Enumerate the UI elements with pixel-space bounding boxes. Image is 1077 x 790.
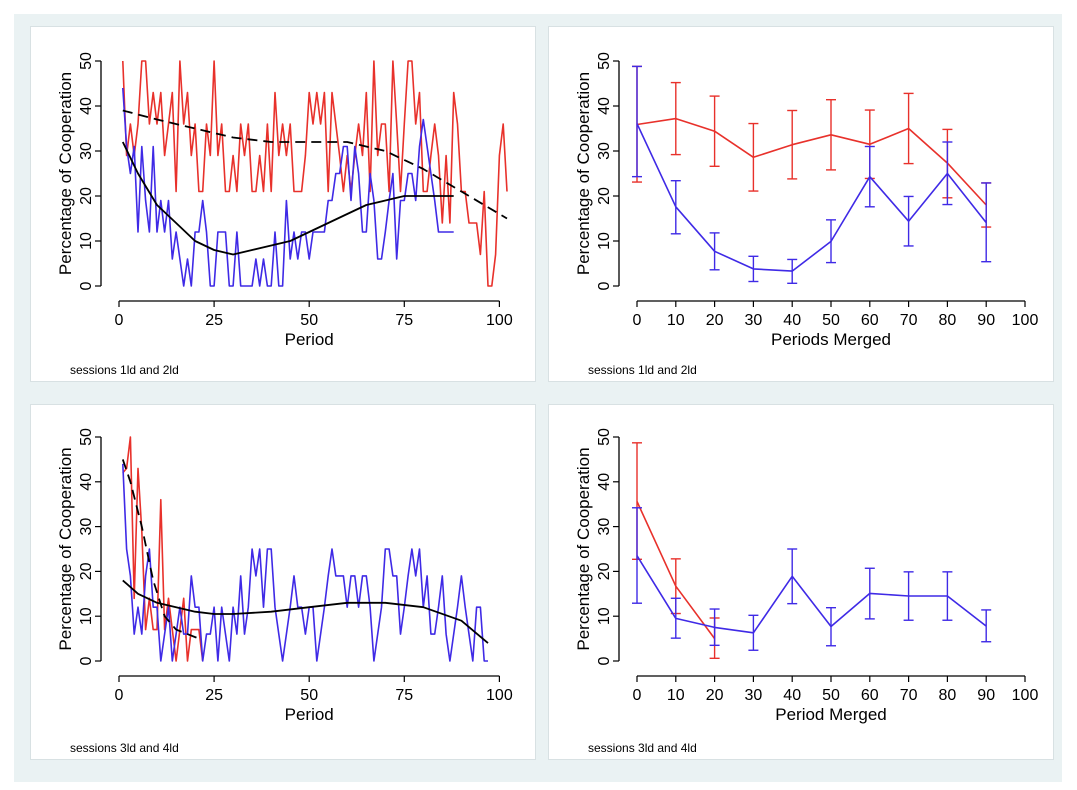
x-tick-label: 60 <box>861 312 879 329</box>
x-tick-label: 60 <box>861 687 879 704</box>
panel-caption: sessions 1ld and 2ld <box>70 363 179 377</box>
x-tick-label: 0 <box>633 312 642 329</box>
y-tick-label: 50 <box>596 428 613 446</box>
x-tick-label: 20 <box>706 312 724 329</box>
x-tick-label: 50 <box>300 312 318 329</box>
series-line-black <box>122 579 489 644</box>
x-tick-label: 90 <box>977 312 995 329</box>
x-tick-label: 100 <box>1012 687 1039 704</box>
series-line-blue <box>636 123 987 272</box>
x-tick-label: 40 <box>783 687 801 704</box>
x-tick-label: 100 <box>486 312 513 329</box>
x-tick-label: 75 <box>395 312 413 329</box>
y-tick-label: 50 <box>78 52 95 70</box>
x-tick-label: 50 <box>822 687 840 704</box>
y-axis-title: Percentage of Cooperation <box>56 72 75 275</box>
panel-caption: sessions 1ld and 2ld <box>588 363 697 377</box>
series-line-red <box>636 117 987 206</box>
x-axis-title: Period <box>285 330 334 349</box>
y-tick-label: 50 <box>596 52 613 70</box>
series-line-blue <box>122 463 488 662</box>
x-tick-label: 0 <box>115 312 124 329</box>
x-tick-label: 75 <box>395 687 413 704</box>
header-mark: . <box>536 0 542 20</box>
x-axis-title: Period <box>285 705 334 724</box>
y-axis-title: Percentage of Cooperation <box>56 447 75 650</box>
y-tick-label: 10 <box>78 607 95 625</box>
series-line-red <box>122 436 204 662</box>
y-tick-label: 40 <box>596 473 613 491</box>
panel-bottom-right <box>548 404 1054 760</box>
y-tick-label: 20 <box>78 562 95 580</box>
x-axis-title: Periods Merged <box>771 330 891 349</box>
x-axis-title: Period Merged <box>775 705 887 724</box>
y-tick-label: 20 <box>596 562 613 580</box>
panel-caption: sessions 3ld and 4ld <box>588 741 697 755</box>
y-tick-label: 40 <box>78 473 95 491</box>
x-tick-label: 90 <box>977 687 995 704</box>
series-line-blue <box>636 555 987 634</box>
y-tick-label: 40 <box>78 97 95 115</box>
y-tick-label: 20 <box>78 187 95 205</box>
y-tick-label: 30 <box>596 518 613 536</box>
y-axis-title: Percentage of Cooperation <box>574 447 593 650</box>
y-tick-label: 0 <box>596 281 613 290</box>
x-tick-label: 80 <box>939 687 957 704</box>
x-tick-label: 25 <box>205 687 223 704</box>
y-tick-label: 10 <box>78 232 95 250</box>
y-tick-label: 30 <box>78 142 95 160</box>
panel-top-left <box>30 26 536 382</box>
panel-caption: sessions 3ld and 4ld <box>70 741 179 755</box>
y-tick-label: 10 <box>596 232 613 250</box>
x-tick-label: 70 <box>900 687 918 704</box>
y-tick-label: 0 <box>596 656 613 665</box>
x-tick-label: 25 <box>205 312 223 329</box>
x-tick-label: 10 <box>667 312 685 329</box>
panel-bottom-left <box>30 404 536 760</box>
y-tick-label: 30 <box>78 518 95 536</box>
x-tick-label: 70 <box>900 312 918 329</box>
y-tick-label: 0 <box>78 281 95 290</box>
y-tick-label: 50 <box>78 428 95 446</box>
x-tick-label: 80 <box>939 312 957 329</box>
x-tick-label: 30 <box>745 687 763 704</box>
x-tick-label: 100 <box>1012 312 1039 329</box>
x-tick-label: 20 <box>706 687 724 704</box>
series-line-black <box>121 459 200 640</box>
series-line-black <box>122 109 508 220</box>
panel-top-right <box>548 26 1054 382</box>
x-tick-label: 10 <box>667 687 685 704</box>
x-tick-label: 100 <box>486 687 513 704</box>
y-tick-label: 30 <box>596 142 613 160</box>
x-tick-label: 50 <box>300 687 318 704</box>
x-tick-label: 0 <box>633 687 642 704</box>
y-tick-label: 40 <box>596 97 613 115</box>
x-tick-label: 30 <box>745 312 763 329</box>
y-axis-title: Percentage of Cooperation <box>574 72 593 275</box>
x-tick-label: 40 <box>783 312 801 329</box>
series-line-black <box>121 141 454 256</box>
y-tick-label: 10 <box>596 607 613 625</box>
x-tick-label: 50 <box>822 312 840 329</box>
y-tick-label: 0 <box>78 656 95 665</box>
series-line-red <box>122 60 508 287</box>
x-tick-label: 0 <box>115 687 124 704</box>
series-line-blue <box>122 87 454 287</box>
y-tick-label: 20 <box>596 187 613 205</box>
